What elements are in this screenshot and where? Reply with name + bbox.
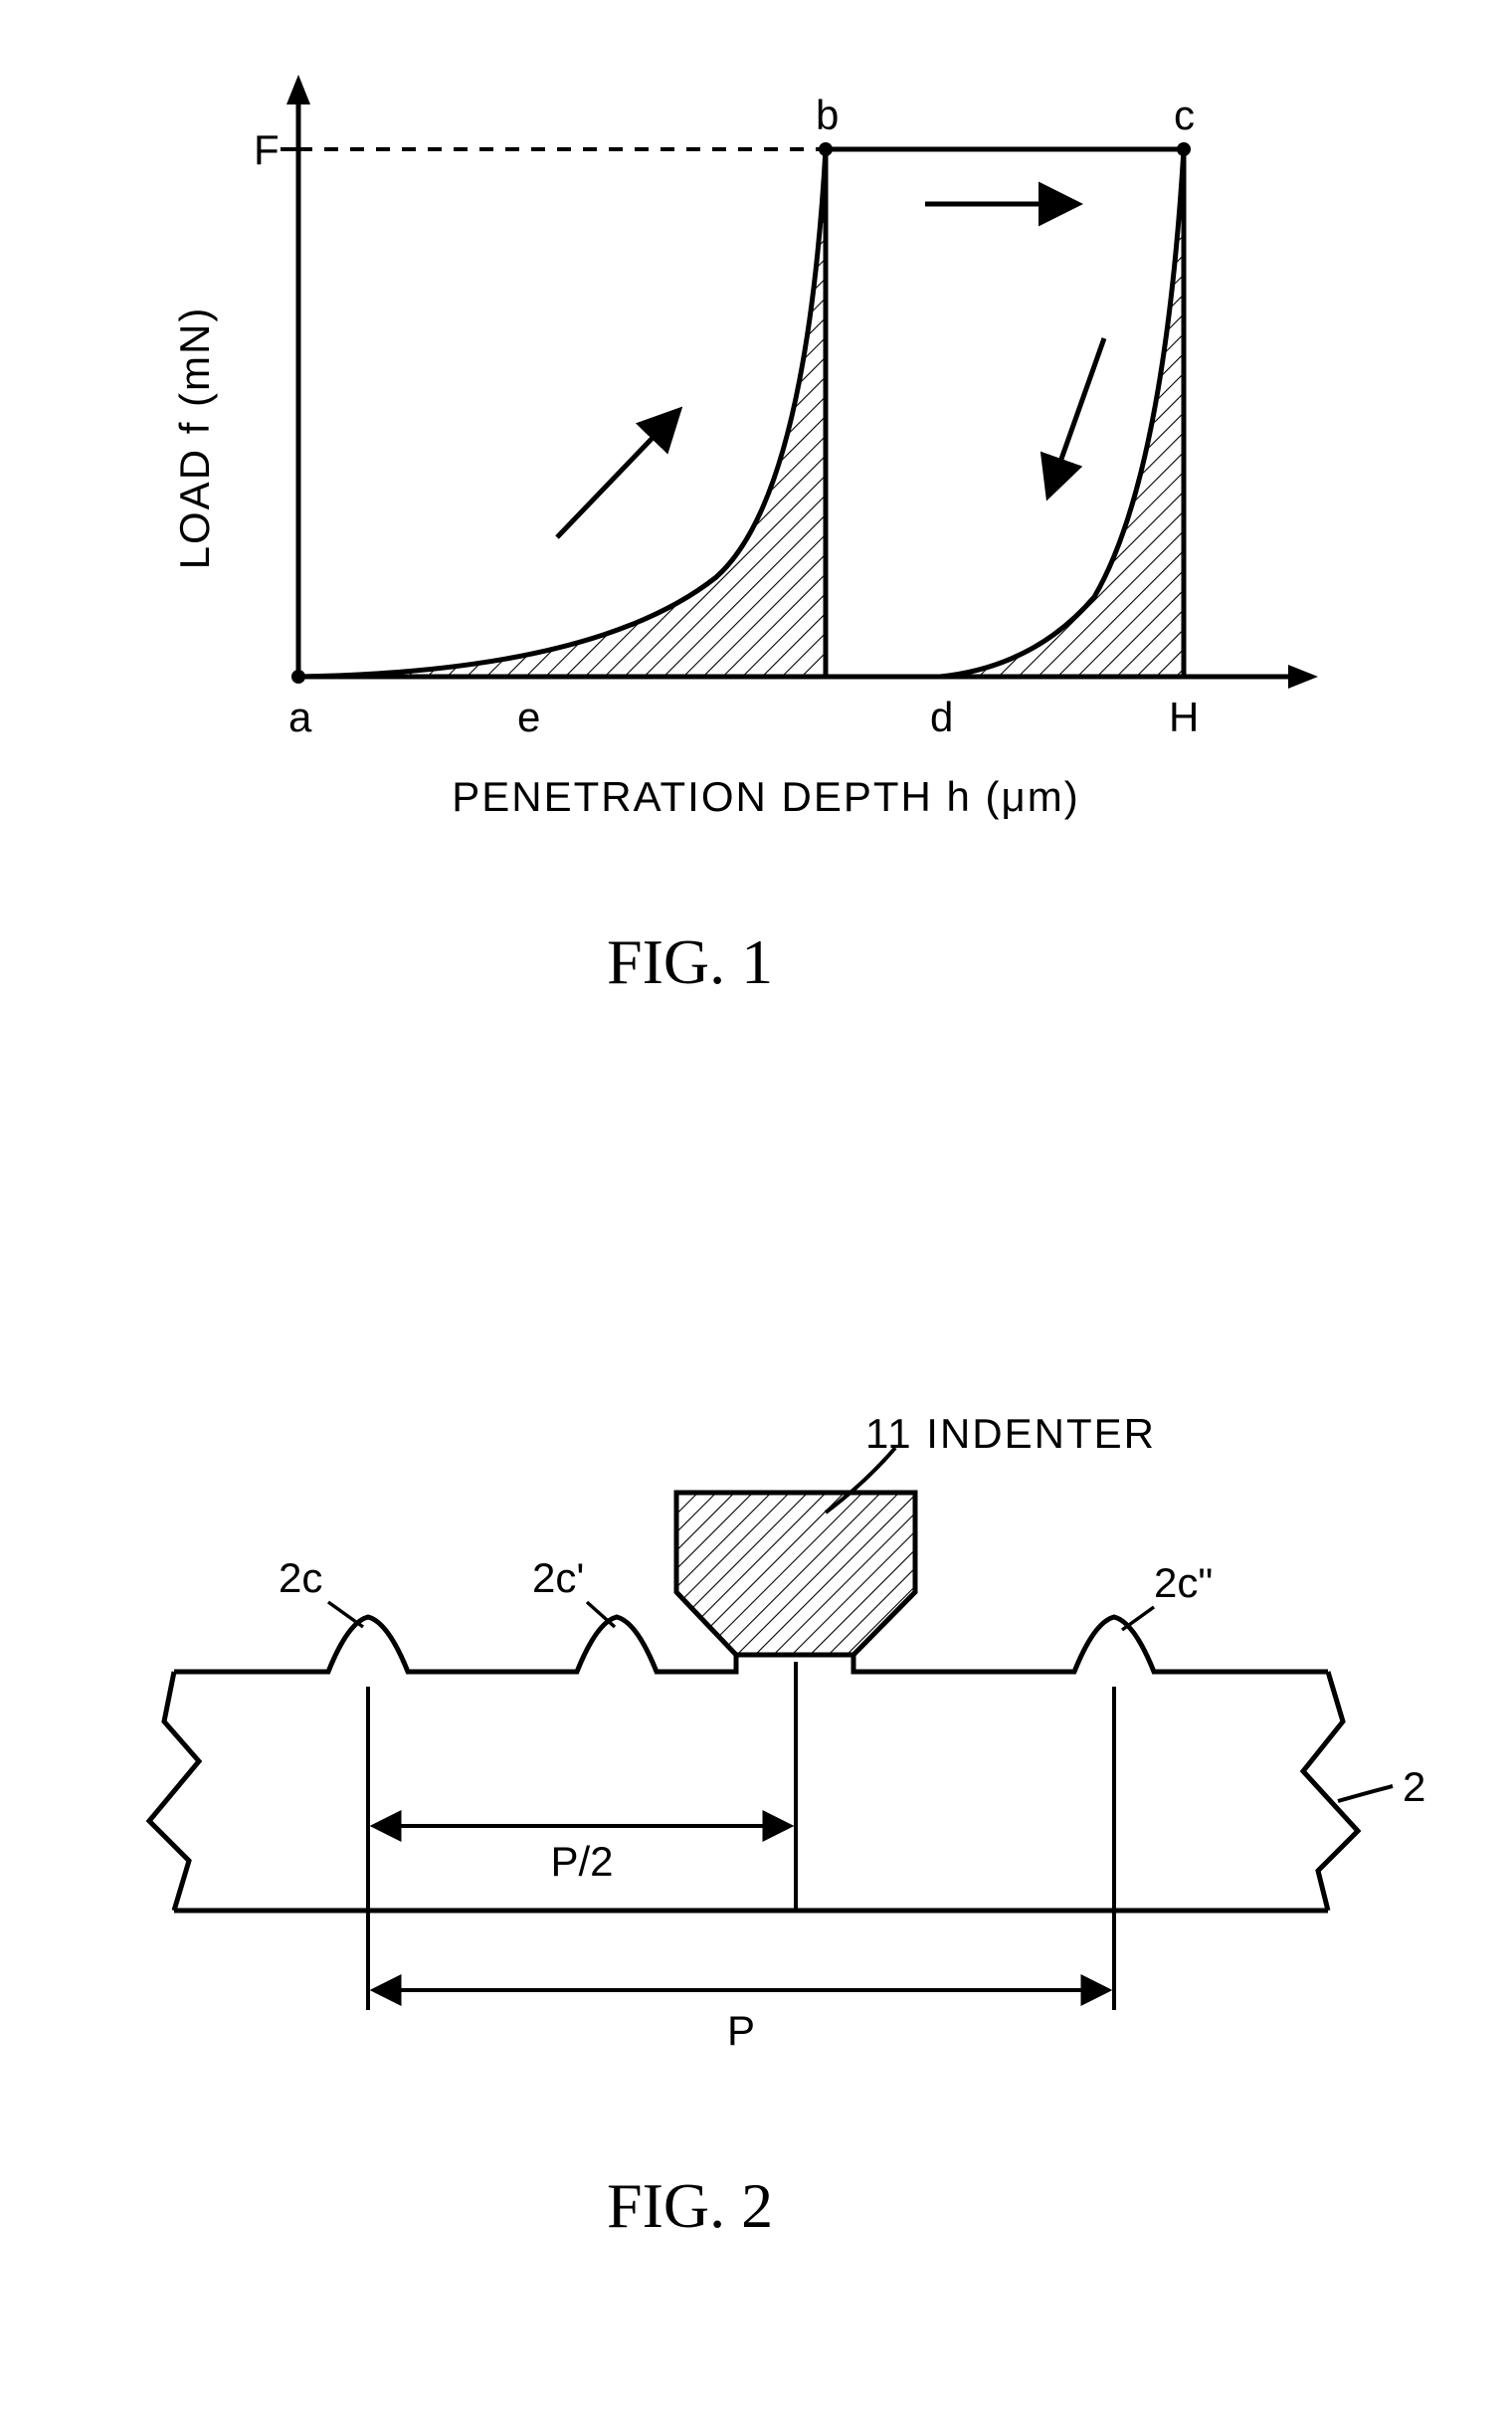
y-axis-arrow bbox=[286, 75, 310, 104]
page: F b c a e d H LOAD f (mN) PENETRATION DE… bbox=[0, 0, 1512, 2420]
label-b: b bbox=[816, 92, 839, 138]
label-2c: 2c bbox=[279, 1554, 322, 1601]
y-axis-label: LOAD f (mN) bbox=[171, 306, 218, 570]
label-p: P bbox=[727, 2007, 755, 2054]
label-2c-prime: 2c' bbox=[532, 1554, 584, 1601]
figure-2-caption: FIG. 2 bbox=[607, 2169, 773, 2243]
leader-2c-dprime bbox=[1122, 1607, 1154, 1630]
label-F: F bbox=[254, 126, 280, 173]
label-indenter: 11 INDENTER bbox=[865, 1410, 1156, 1457]
body-leader bbox=[1338, 1786, 1393, 1801]
label-a: a bbox=[288, 694, 312, 740]
x-axis-arrow bbox=[1288, 665, 1318, 689]
label-e: e bbox=[517, 694, 540, 740]
label-c: c bbox=[1174, 92, 1195, 138]
arrow-loading bbox=[557, 413, 676, 537]
label-d: d bbox=[930, 694, 953, 740]
figure-1-caption: FIG. 1 bbox=[607, 925, 773, 999]
leader-2c-prime bbox=[587, 1602, 615, 1627]
hatch-loading-area bbox=[298, 149, 826, 677]
right-break bbox=[1303, 1672, 1358, 1911]
point-a-dot bbox=[291, 670, 305, 684]
label-body-2: 2 bbox=[1403, 1763, 1425, 1810]
arrow-unloading bbox=[1049, 338, 1104, 493]
point-b-dot bbox=[819, 142, 833, 156]
figure-2: 11 INDENTER 2c 2c' 2c" 2 P/2 P bbox=[0, 1294, 1512, 2139]
indenter-body bbox=[676, 1493, 915, 1655]
label-H: H bbox=[1169, 694, 1199, 740]
label-2c-dprime: 2c" bbox=[1154, 1559, 1213, 1606]
x-axis-label: PENETRATION DEPTH h (μm) bbox=[452, 773, 1079, 820]
label-p-half: P/2 bbox=[550, 1838, 613, 1885]
hatch-unloading-area bbox=[940, 149, 1184, 677]
leader-2c bbox=[328, 1602, 363, 1627]
point-c-dot bbox=[1177, 142, 1191, 156]
figure-1: F b c a e d H LOAD f (mN) PENETRATION DE… bbox=[0, 20, 1512, 915]
left-break bbox=[149, 1672, 199, 1911]
